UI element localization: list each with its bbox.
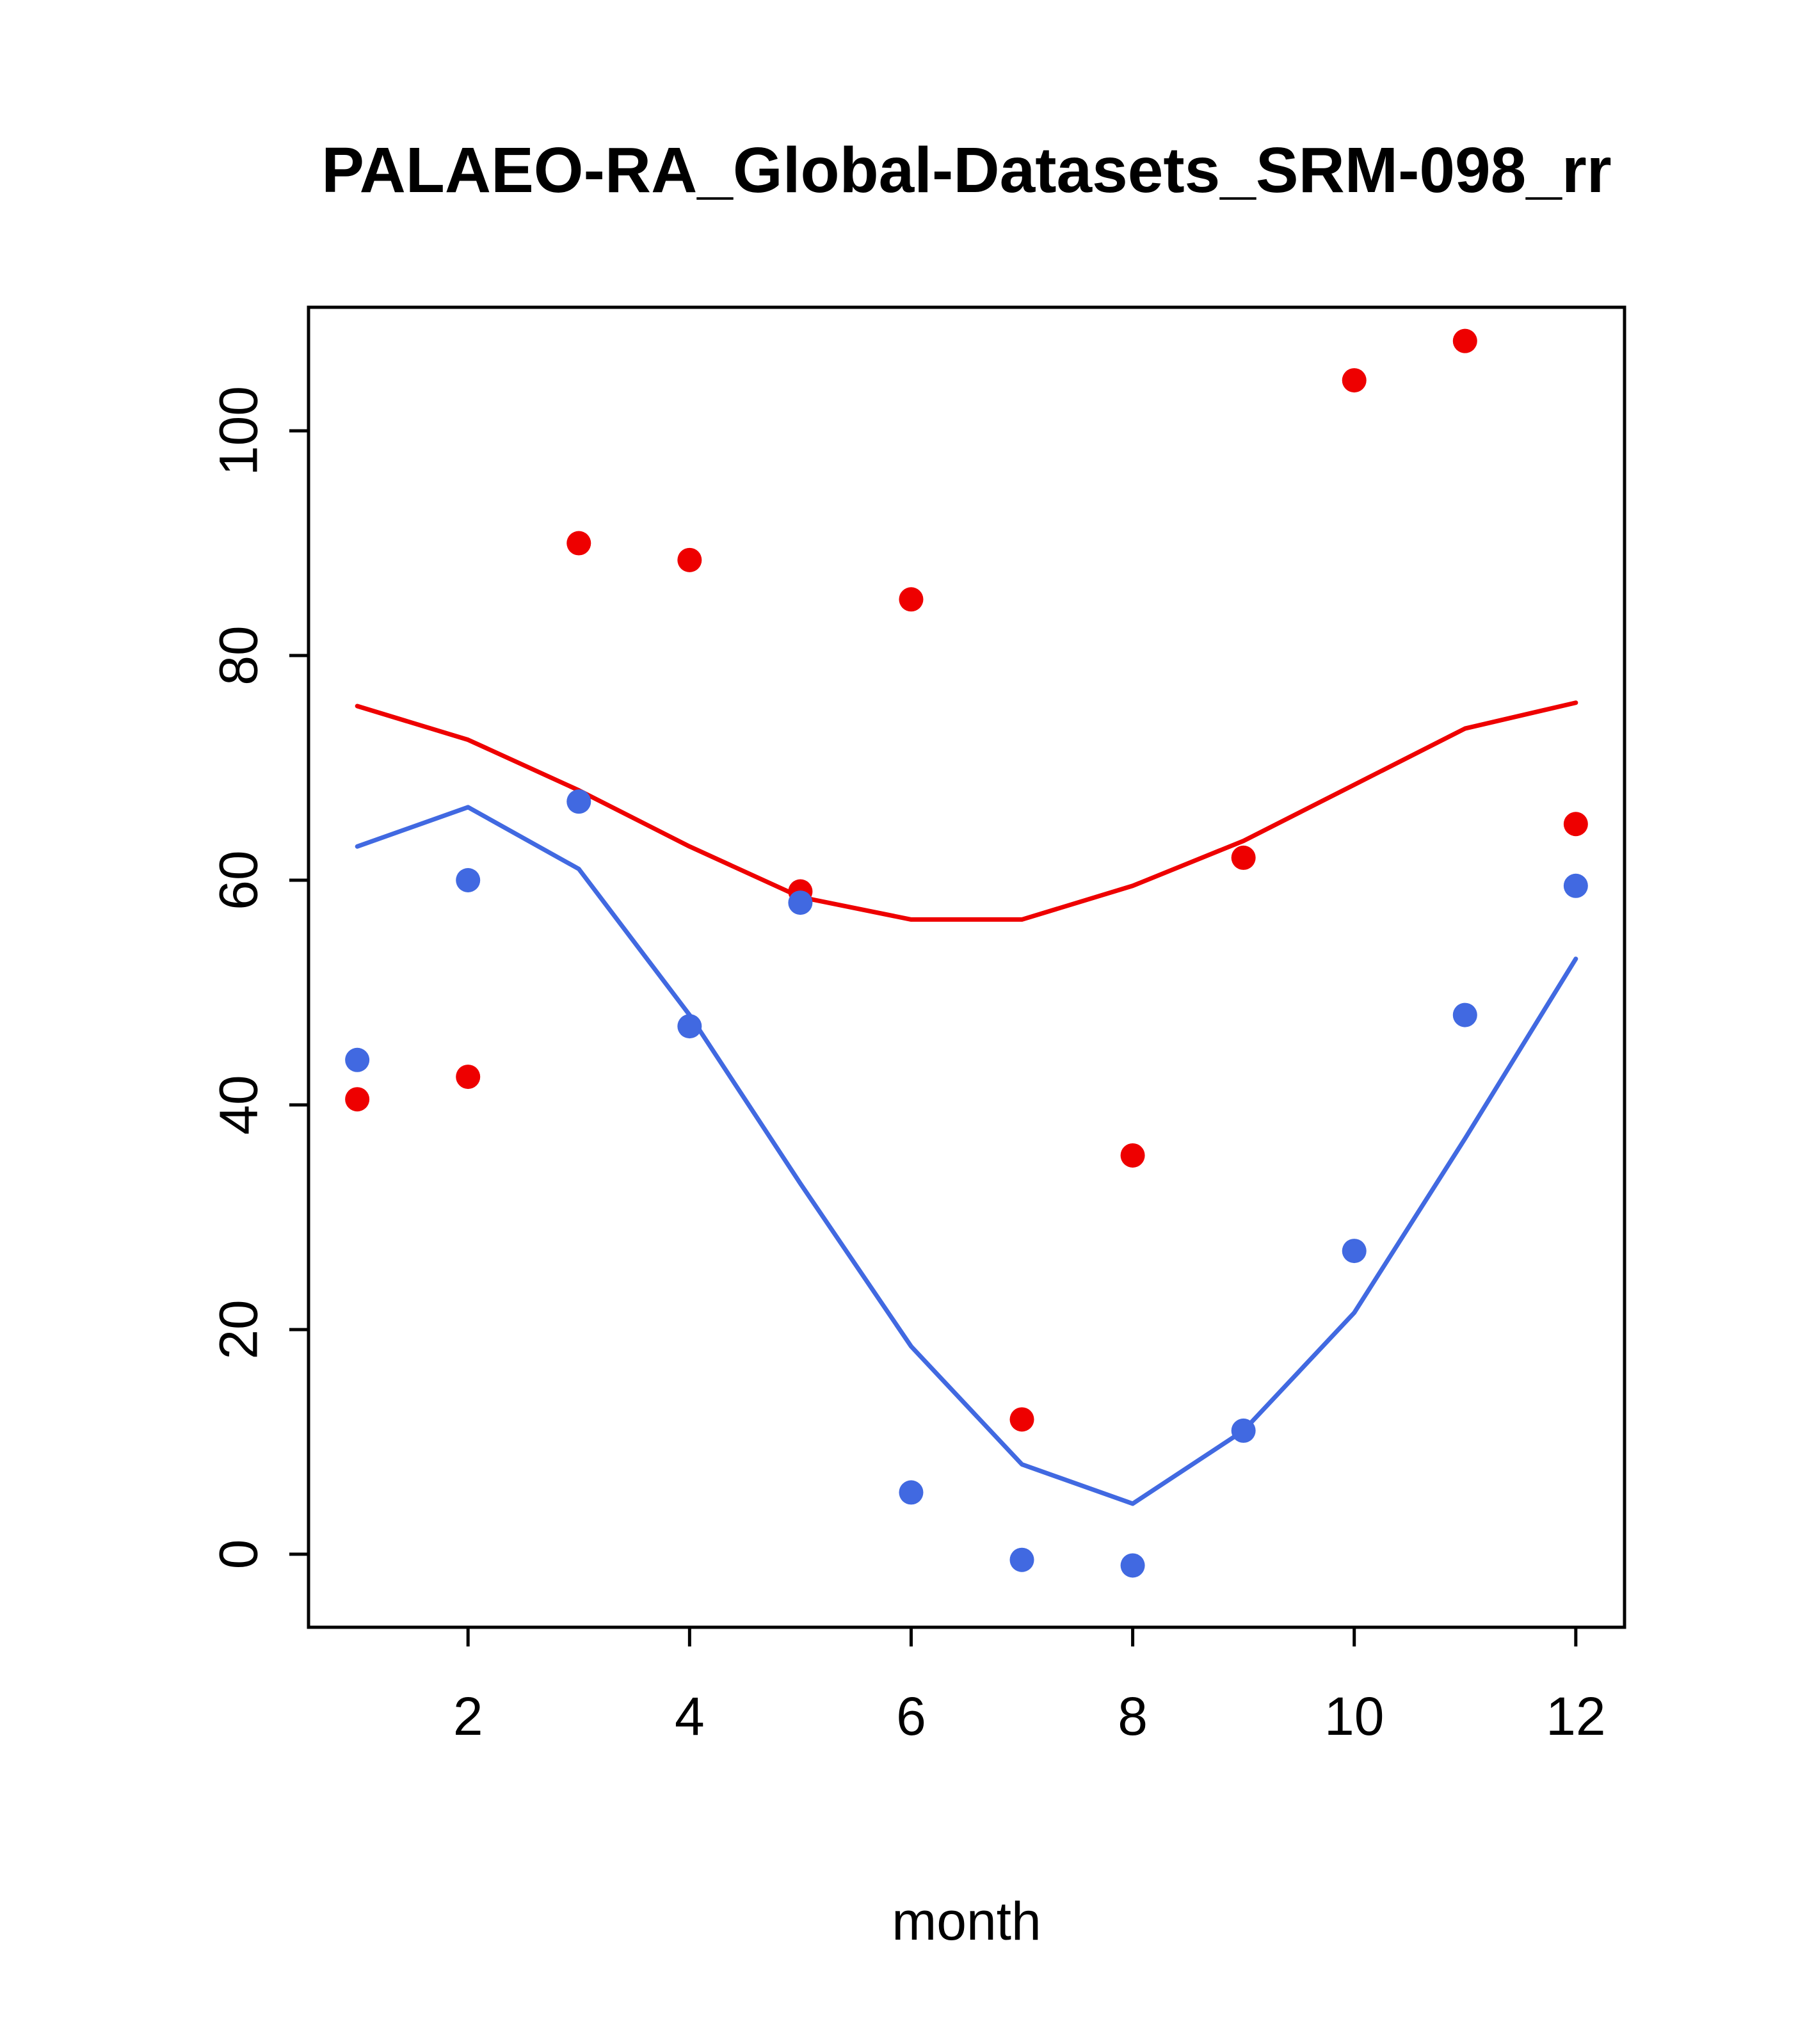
red-points-point xyxy=(1231,845,1256,870)
red-points-point xyxy=(899,587,924,612)
red-points-point xyxy=(1342,368,1367,393)
blue-points-point xyxy=(899,1480,924,1505)
y-tick-label: 40 xyxy=(208,1075,268,1134)
x-tick-label: 2 xyxy=(453,1686,483,1746)
blue-points-point xyxy=(677,1014,702,1039)
plot-area-border xyxy=(307,305,1626,1629)
y-axis-ticks: 0 20 40 60 80 100 xyxy=(208,386,309,1569)
x-tick-label: 4 xyxy=(675,1686,705,1746)
chart-title: PALAEO-RA_Global-Datasets_SRM-098_rr xyxy=(321,134,1611,206)
blue-points-point xyxy=(1452,1002,1477,1027)
blue-points-point xyxy=(1231,1418,1256,1443)
blue-points-point xyxy=(1009,1547,1034,1572)
x-axis-label: month xyxy=(892,1891,1041,1951)
red-points-point xyxy=(345,1087,370,1112)
blue-smooth-line xyxy=(355,805,1578,1506)
y-tick-label: 20 xyxy=(208,1300,268,1359)
blue-points-point xyxy=(345,1047,370,1072)
y-tick-label: 60 xyxy=(208,850,268,910)
red-smooth-line xyxy=(355,700,1578,922)
x-tick-label: 12 xyxy=(1546,1686,1605,1746)
blue-points-point xyxy=(566,789,591,814)
blue-points-point xyxy=(788,890,813,915)
red-points-point xyxy=(456,1065,481,1090)
x-tick-label: 8 xyxy=(1118,1686,1148,1746)
x-tick-label: 6 xyxy=(896,1686,926,1746)
y-tick-label: 100 xyxy=(208,386,268,476)
data-series xyxy=(345,328,1588,1578)
y-tick-label: 80 xyxy=(208,625,268,685)
x-tick-label: 10 xyxy=(1324,1686,1384,1746)
red-points-point xyxy=(1120,1143,1145,1168)
red-points-point xyxy=(677,547,702,572)
red-points-point xyxy=(1009,1407,1034,1432)
y-tick-label: 0 xyxy=(208,1540,268,1570)
red-points-point xyxy=(1563,812,1588,837)
blue-points-point xyxy=(1120,1553,1145,1578)
red-points-point xyxy=(566,531,591,556)
blue-points-point xyxy=(1342,1239,1367,1264)
blue-points-point xyxy=(1563,873,1588,898)
blue-points-point xyxy=(456,867,481,892)
x-axis-ticks: 2 4 6 8 10 12 xyxy=(453,1627,1606,1746)
red-points-point xyxy=(1452,328,1477,353)
